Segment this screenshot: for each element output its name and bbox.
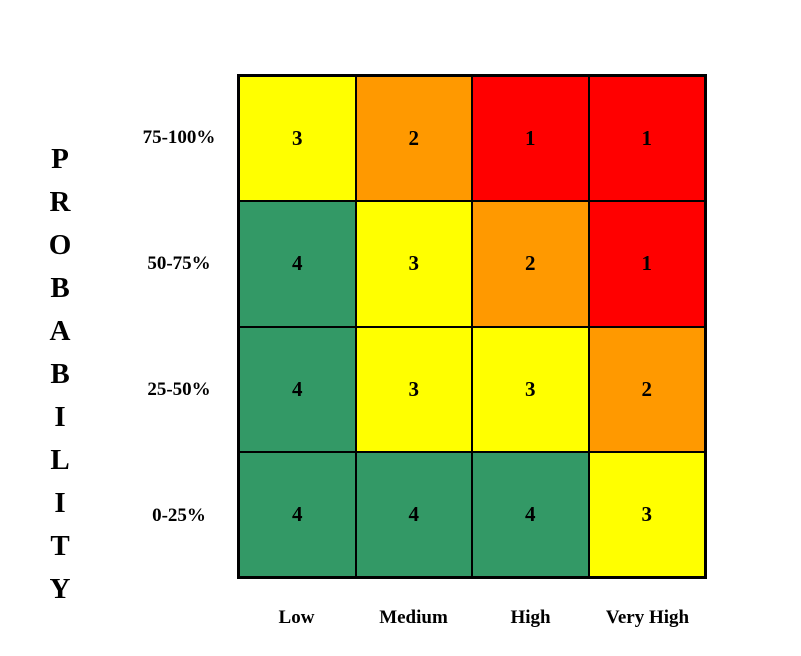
matrix-cell: 3 (472, 326, 589, 452)
axis-title-letter: O (48, 229, 72, 261)
matrix-cell: 2 (355, 76, 472, 202)
matrix-cell: 4 (239, 451, 356, 577)
row-label-75-100: 75-100% (142, 127, 216, 148)
matrix-cell: 4 (472, 451, 589, 577)
matrix-cell: 3 (239, 76, 356, 202)
matrix-cell: 3 (355, 201, 472, 327)
matrix-cell: 4 (355, 451, 472, 577)
axis-title-letter: I (54, 401, 66, 433)
matrix-cell: 2 (472, 201, 589, 327)
axis-title-letter: A (49, 315, 71, 347)
axis-title-letter: B (50, 358, 70, 390)
matrix-cell: 2 (588, 326, 705, 452)
axis-title-letter: Y (49, 573, 71, 605)
column-label-medium: Medium (379, 607, 448, 628)
row-label-50-75: 50-75% (147, 253, 211, 274)
row-label-25-50: 25-50% (147, 379, 211, 400)
column-label-low: Low (278, 607, 315, 628)
column-label-very-high: Very High (605, 607, 690, 628)
axis-title-letter: I (54, 487, 66, 519)
probability-axis-title: P R O B A B I L I T Y (45, 138, 75, 611)
matrix-cell: 1 (588, 76, 705, 202)
axis-title-letter: R (49, 186, 71, 218)
matrix-cell: 4 (239, 326, 356, 452)
matrix-cell: 1 (588, 201, 705, 327)
axis-title-letter: P (51, 143, 69, 175)
matrix-cell: 4 (239, 201, 356, 327)
risk-matrix-grid: 3 2 1 1 4 3 2 1 4 3 3 2 4 4 4 3 (237, 74, 707, 579)
axis-title-letter: L (50, 444, 70, 476)
axis-title-letter: T (50, 530, 70, 562)
matrix-cell: 3 (588, 451, 705, 577)
row-label-0-25: 0-25% (152, 505, 206, 526)
column-label-high: High (510, 607, 551, 628)
axis-title-letter: B (50, 272, 70, 304)
matrix-cell: 3 (355, 326, 472, 452)
matrix-cell: 1 (472, 76, 589, 202)
